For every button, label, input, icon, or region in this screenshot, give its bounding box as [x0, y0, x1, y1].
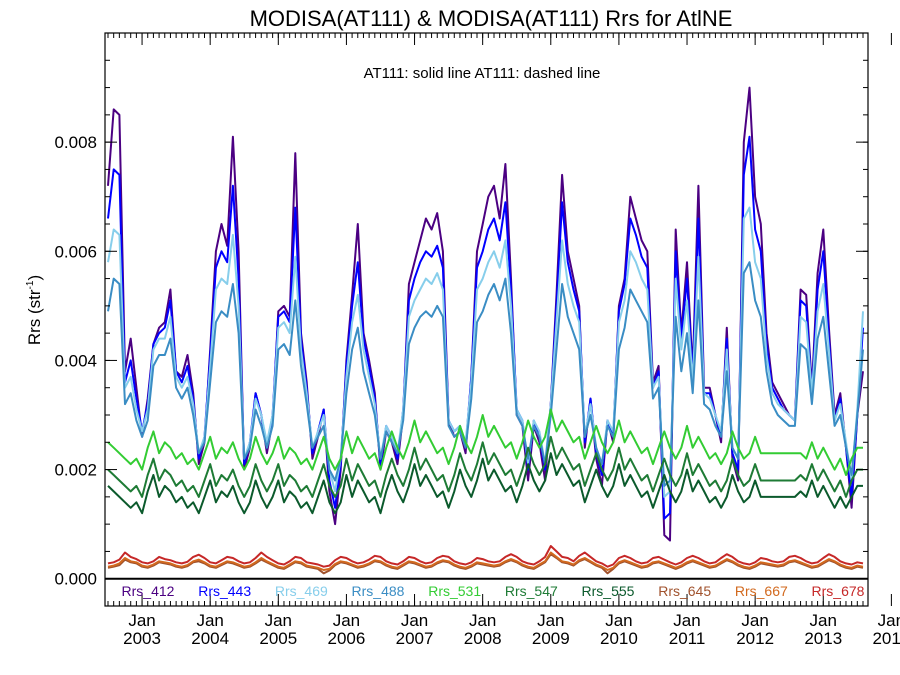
x-tick-year-label: 2008: [464, 629, 502, 648]
y-axis-label-close: ): [25, 275, 44, 281]
x-tick-month-label: Jan: [605, 611, 632, 630]
legend-entry-rrs-443: Rrs_443: [198, 583, 251, 599]
series-line-rrs-667: [107, 551, 864, 571]
x-tick-month-label: Jan: [401, 611, 428, 630]
x-tick-year-label: 2009: [532, 629, 570, 648]
x-tick-month-label: Jan: [673, 611, 700, 630]
plot-frame: [104, 32, 869, 607]
x-tick-year-label: 2006: [328, 629, 366, 648]
y-axis-label-main: Rrs (str: [25, 289, 44, 345]
y-tick-label: 0.006: [54, 242, 97, 261]
series-line-rrs-488: [107, 261, 864, 487]
legend-entry-rrs-547: Rrs_547: [505, 583, 558, 599]
series-line-rrs-678: [107, 545, 864, 568]
legend-entry-rrs-488: Rrs_488: [352, 583, 405, 599]
series-layer: [107, 86, 864, 575]
series-line-rrs-547: [107, 435, 863, 498]
legend-entry-rrs-531: Rrs_531: [428, 583, 481, 599]
x-tick-month-label: Jan: [128, 611, 155, 630]
x-tick-month-label: Jan: [537, 611, 564, 630]
legend-entry-rrs-678: Rrs_678: [812, 583, 865, 599]
x-axis: Jan2003Jan2004Jan2005Jan2006Jan2007Jan20…: [107, 33, 900, 648]
y-axis-label: Rrs (str-1): [25, 275, 44, 345]
series-line-rrs-412: [107, 86, 864, 542]
legend-entry-rrs-469: Rrs_469: [275, 583, 328, 599]
x-tick-year-label: 2014: [872, 629, 900, 648]
x-tick-month-label: Jan: [333, 611, 360, 630]
legend-entry-rrs-412: Rrs_412: [122, 583, 175, 599]
x-tick-year-label: 2013: [804, 629, 842, 648]
line-style-annotation: AT111: solid line AT111: dashed line: [364, 65, 601, 82]
y-tick-label: 0.002: [54, 461, 97, 480]
x-tick-year-label: 2005: [259, 629, 297, 648]
x-tick-month-label: Jan: [265, 611, 292, 630]
x-tick-year-label: 2003: [123, 629, 161, 648]
x-tick-month-label: Jan: [469, 611, 496, 630]
x-tick-year-label: 2012: [736, 629, 774, 648]
series-line-rrs-443: [107, 135, 864, 520]
y-tick-label: 0.000: [54, 570, 97, 589]
x-tick-month-label: Jan: [196, 611, 223, 630]
chart-title: MODISA(AT111) & MODISA(AT111) Rrs for At…: [250, 6, 733, 31]
x-tick-year-label: 2010: [600, 629, 638, 648]
x-tick-month-label: Jan: [810, 611, 837, 630]
y-tick-label: 0.008: [54, 133, 97, 152]
x-tick-month-label: Jan: [878, 611, 900, 630]
legend-entry-rrs-645: Rrs_645: [658, 583, 711, 599]
series-line-rrs-555: [107, 452, 863, 515]
svg-text:Rrs (str-1): Rrs (str-1): [25, 275, 44, 345]
y-axis: 0.000 0.002 0.004 0.006 0.008: [54, 59, 868, 589]
y-tick-label: 0.004: [54, 351, 97, 370]
y-axis-label-superscript: -1: [25, 280, 36, 289]
legend: Rrs_412 Rrs_443 Rrs_469 Rrs_488 Rrs_531 Rrs_5…: [122, 583, 865, 599]
x-tick-year-label: 2007: [396, 629, 434, 648]
legend-entry-rrs-667: Rrs_667: [735, 583, 788, 599]
x-tick-year-label: 2004: [191, 629, 229, 648]
series-line-rrs-531: [107, 408, 863, 476]
x-tick-year-label: 2011: [669, 629, 706, 648]
x-tick-month-label: Jan: [741, 611, 768, 630]
legend-entry-rrs-555: Rrs_555: [582, 583, 635, 599]
